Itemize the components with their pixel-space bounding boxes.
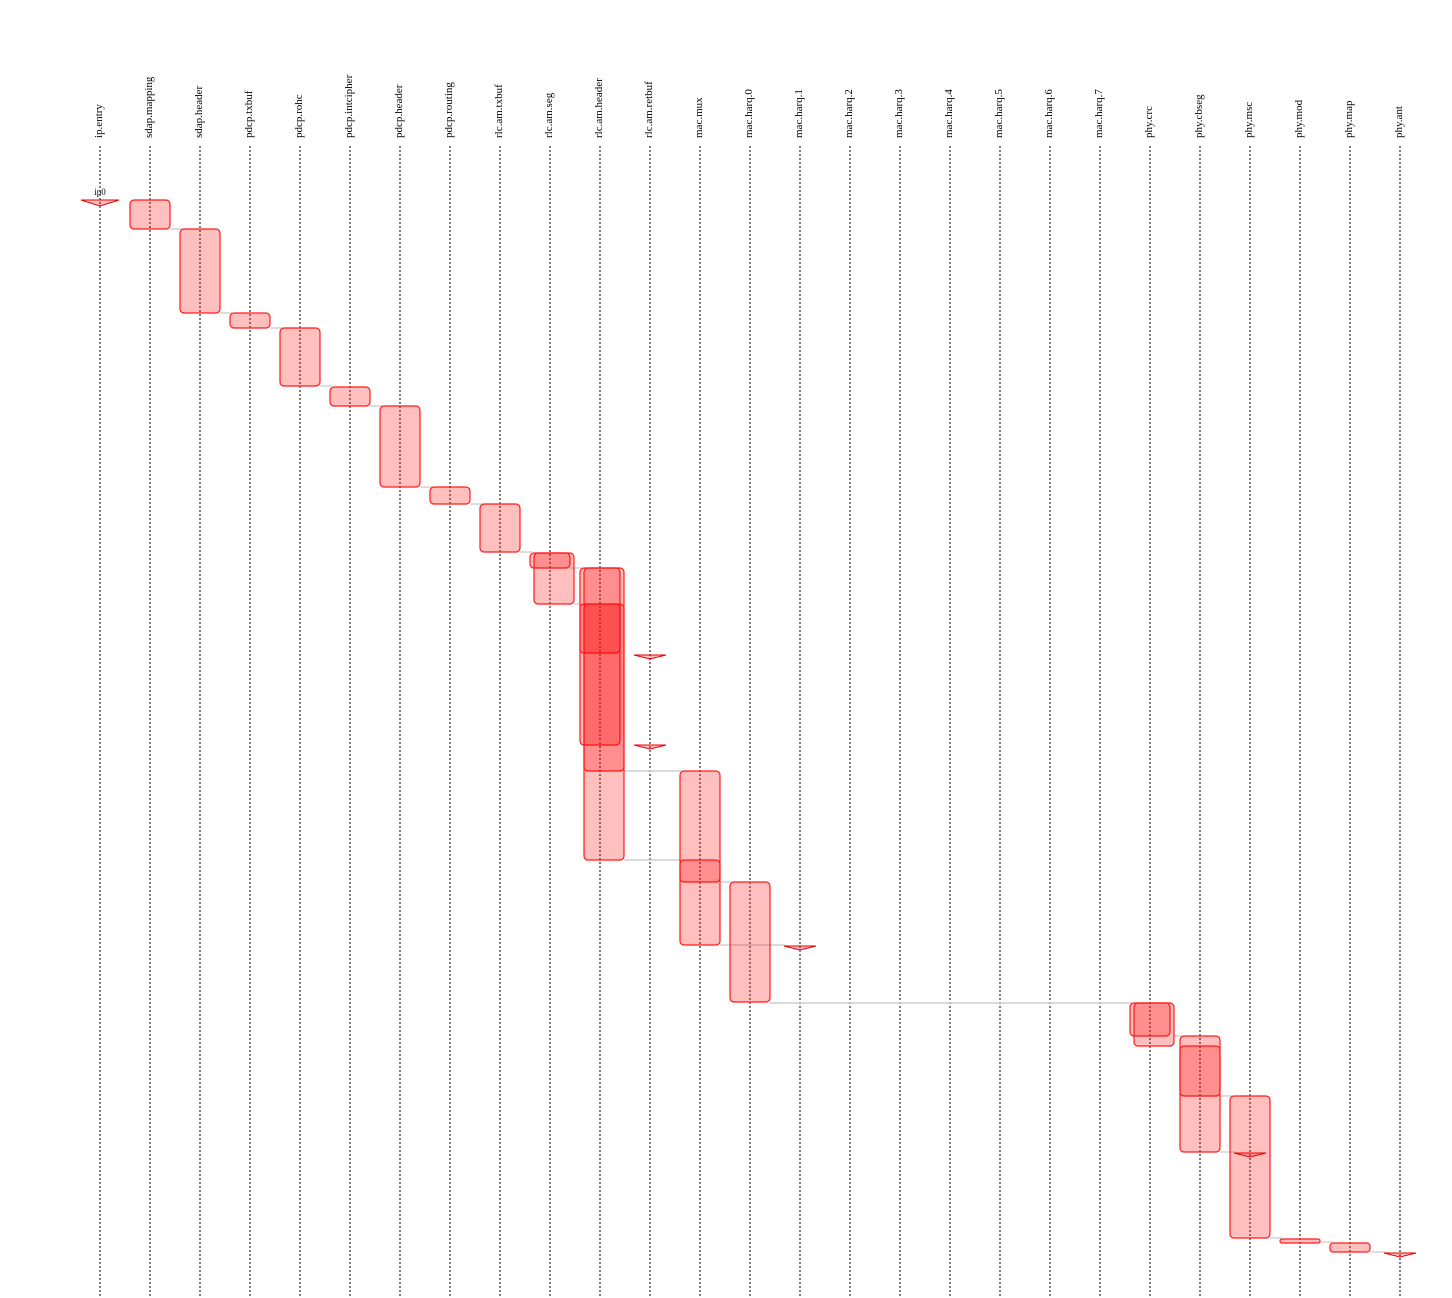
lane-rlc-am-seg: rlc.am.seg (543, 92, 555, 1298)
lane-mac-mux: mac.mux (693, 97, 705, 1298)
marker-rlc-am-retbuf-1[interactable] (633, 654, 667, 660)
lane-label: mac.harq.0 (743, 89, 755, 138)
lane-ip-entry: ip.entry (93, 104, 105, 1298)
lane-mac-harq-1: mac.harq.1 (793, 89, 805, 1298)
lane-label: sdap.mapping (143, 76, 155, 138)
span-phy-cbseg-b[interactable] (1179, 1045, 1221, 1153)
span-rlc-am-seg-b[interactable] (533, 552, 575, 605)
marker-phy-ant[interactable] (1383, 1252, 1417, 1258)
lane-label: phy.crc (1143, 106, 1155, 138)
lane-label: mac.harq.3 (893, 89, 905, 138)
lane-mac-harq-4: mac.harq.4 (943, 89, 955, 1298)
lane-pdcp-txbuf: pdcp.txbuf (243, 90, 255, 1298)
span-phy-map[interactable] (1329, 1242, 1371, 1253)
lane-label: rlc.am.header (593, 78, 605, 138)
lane-phy-crc: phy.crc (1143, 106, 1155, 1298)
lane-mac-harq-5: mac.harq.5 (993, 89, 1005, 1298)
span-rlc-am-txbuf[interactable] (479, 503, 521, 553)
lane-phy-ant: phy.ant (1393, 106, 1405, 1298)
marker-rlc-am-retbuf-2[interactable] (633, 744, 667, 750)
lane-sdap-header: sdap.header (193, 85, 205, 1298)
lane-label: mac.harq.5 (993, 89, 1005, 138)
lane-label: phy.cbseg (1193, 94, 1205, 138)
lane-pdcp-rohc: pdcp.rohc (293, 94, 305, 1298)
span-pdcp-intcipher[interactable] (329, 386, 371, 407)
lane-label: sdap.header (193, 85, 205, 138)
lane-label: mac.mux (693, 97, 705, 138)
marker-mac-harq-1[interactable] (783, 945, 817, 951)
span-phy-crc-b[interactable] (1133, 1002, 1175, 1047)
span-pdcp-txbuf[interactable] (229, 312, 271, 329)
lane-label: phy.ant (1393, 106, 1405, 138)
lanes: ip.entry sdap.mapping sdap.header pdcp.t… (93, 74, 1405, 1298)
lane-rlc-am-header: rlc.am.header (593, 78, 605, 1298)
lane-label: rlc.am.txbuf (493, 84, 505, 138)
span-phy-mod[interactable] (1279, 1238, 1321, 1244)
lane-label: phy.map (1343, 100, 1355, 138)
lane-label: pdcp.txbuf (243, 90, 255, 138)
lane-label: pdcp.header (393, 84, 405, 138)
lane-mac-harq-3: mac.harq.3 (893, 89, 905, 1298)
lane-label: mac.harq.4 (943, 89, 955, 138)
lane-pdcp-header: pdcp.header (393, 84, 405, 1298)
lane-label: mac.harq.7 (1093, 89, 1105, 138)
lane-label: phy.mod (1293, 99, 1305, 138)
markers: ip0 (80, 187, 1417, 1258)
span-pdcp-header[interactable] (379, 405, 421, 488)
span-mac-mux-a[interactable] (679, 770, 721, 883)
marker-ip-entry[interactable] (80, 199, 120, 207)
span-sdap-header[interactable] (179, 228, 221, 314)
lane-label: phy.msc (1243, 102, 1255, 138)
span-mac-harq-0[interactable] (729, 881, 771, 1003)
marker-phy-msc[interactable] (1233, 1152, 1267, 1158)
lane-phy-mod: phy.mod (1293, 99, 1305, 1298)
lane-label: pdcp.intcipher (343, 74, 355, 138)
lane-sdap-mapping: sdap.mapping (143, 76, 155, 1298)
lane-pdcp-intcipher: pdcp.intcipher (343, 74, 355, 1298)
span-mac-mux-b[interactable] (679, 859, 721, 946)
span-rlc-am-header-d[interactable] (583, 603, 625, 861)
lane-label: pdcp.rohc (293, 94, 305, 138)
lane-label: ip.entry (93, 104, 105, 138)
lane-rlc-am-txbuf: rlc.am.txbuf (493, 84, 505, 1298)
lane-mac-harq-7: mac.harq.7 (1093, 89, 1105, 1298)
links (170, 228, 1385, 1253)
lane-mac-harq-2: mac.harq.2 (843, 89, 855, 1298)
lane-label: rlc.am.retbuf (643, 81, 655, 138)
lane-mac-harq-0: mac.harq.0 (743, 89, 755, 1298)
lane-pdcp-routing: pdcp.routing (443, 82, 455, 1298)
lane-mac-harq-6: mac.harq.6 (1043, 89, 1055, 1298)
spans (129, 199, 1371, 1253)
span-pdcp-routing[interactable] (429, 486, 471, 505)
span-phy-msc[interactable] (1229, 1095, 1271, 1239)
lane-label: rlc.am.seg (543, 92, 555, 138)
lane-phy-map: phy.map (1343, 100, 1355, 1298)
lane-phy-cbseg: phy.cbseg (1193, 94, 1205, 1298)
span-sdap-mapping[interactable] (129, 199, 171, 230)
lane-label: mac.harq.1 (793, 89, 805, 138)
lane-phy-msc: phy.msc (1243, 102, 1255, 1298)
lane-label: mac.harq.6 (1043, 89, 1055, 138)
lane-label: pdcp.routing (443, 82, 455, 138)
entry-marker-label: ip0 (94, 187, 106, 197)
span-pdcp-rohc[interactable] (279, 327, 321, 387)
lane-label: mac.harq.2 (843, 89, 855, 138)
lane-rlc-am-retbuf: rlc.am.retbuf (643, 81, 655, 1298)
